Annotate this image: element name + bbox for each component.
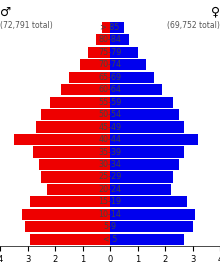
- Bar: [96, 34, 110, 45]
- Bar: [110, 221, 192, 232]
- Text: (69,752 total): (69,752 total): [167, 21, 220, 30]
- Bar: [80, 59, 110, 70]
- Bar: [110, 171, 173, 183]
- Text: 25-29: 25-29: [98, 172, 122, 181]
- Text: (72,791 total): (72,791 total): [0, 21, 53, 30]
- Bar: [30, 196, 110, 208]
- Bar: [110, 147, 184, 158]
- Text: 20-24: 20-24: [98, 185, 122, 194]
- Text: > 85: > 85: [100, 23, 120, 32]
- Bar: [22, 209, 110, 220]
- Text: 30-34: 30-34: [99, 160, 121, 169]
- Text: 5-9: 5-9: [103, 222, 117, 231]
- Bar: [110, 109, 179, 120]
- Bar: [14, 134, 110, 145]
- Bar: [69, 72, 110, 83]
- Text: 10-14: 10-14: [99, 210, 121, 219]
- Bar: [110, 209, 195, 220]
- Text: 35-39: 35-39: [98, 148, 122, 157]
- Bar: [50, 97, 110, 108]
- Bar: [110, 196, 187, 208]
- Bar: [110, 72, 154, 83]
- Text: 50-54: 50-54: [98, 110, 122, 119]
- Bar: [102, 22, 110, 33]
- Text: 15-19: 15-19: [98, 197, 122, 206]
- Text: 65-69: 65-69: [98, 73, 122, 82]
- Text: < 5: < 5: [103, 235, 117, 244]
- Text: 40-44: 40-44: [99, 135, 121, 144]
- Bar: [110, 84, 162, 95]
- Text: 45-49: 45-49: [98, 122, 122, 131]
- Text: 55-59: 55-59: [98, 98, 122, 107]
- Bar: [33, 147, 110, 158]
- Bar: [110, 184, 170, 195]
- Bar: [38, 159, 110, 170]
- Text: 80-84: 80-84: [99, 35, 121, 44]
- Bar: [110, 47, 138, 58]
- Bar: [110, 97, 173, 108]
- Bar: [41, 171, 110, 183]
- Bar: [110, 34, 129, 45]
- Bar: [110, 134, 198, 145]
- Text: 75-79: 75-79: [98, 48, 122, 57]
- Bar: [47, 184, 110, 195]
- Bar: [61, 84, 110, 95]
- Bar: [110, 59, 146, 70]
- Text: ♀: ♀: [211, 6, 220, 19]
- Bar: [110, 159, 179, 170]
- Text: ♂: ♂: [0, 6, 11, 19]
- Bar: [36, 121, 110, 133]
- Text: 60-64: 60-64: [99, 85, 121, 94]
- Bar: [88, 47, 110, 58]
- Text: 70-74: 70-74: [98, 60, 122, 69]
- Bar: [110, 121, 184, 133]
- Bar: [110, 22, 124, 33]
- Bar: [30, 234, 110, 245]
- Bar: [41, 109, 110, 120]
- Bar: [25, 221, 110, 232]
- Bar: [110, 234, 184, 245]
